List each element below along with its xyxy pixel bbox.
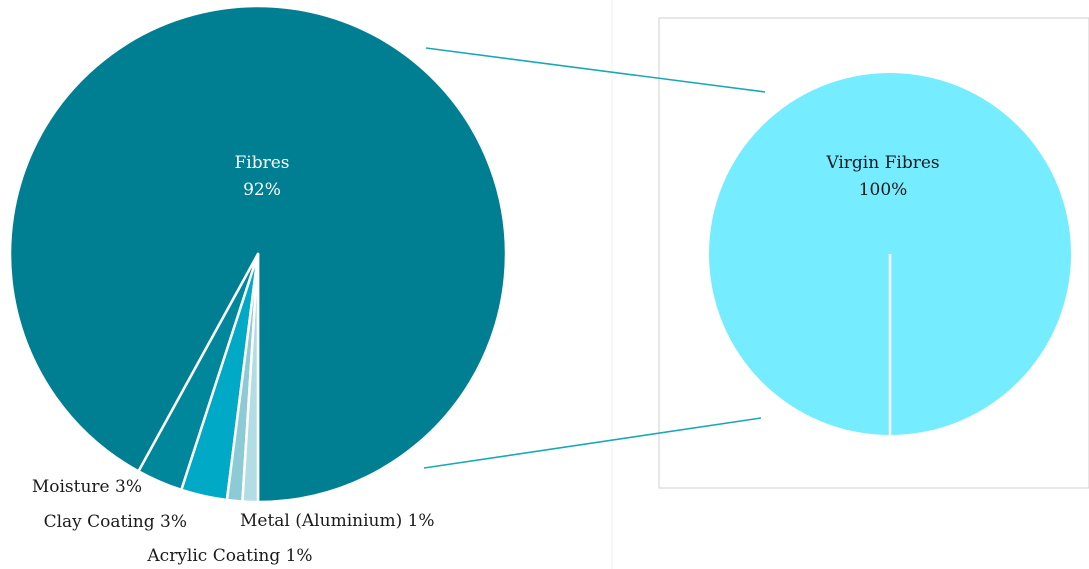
main-pie xyxy=(8,4,508,504)
label-virgin-fibres-name: Virgin Fibres xyxy=(825,153,939,173)
secondary-pie-frame xyxy=(658,17,1089,489)
secondary-pie xyxy=(709,73,1071,435)
connector-line-bottom xyxy=(423,417,762,469)
main-slice-metal-aluminium- xyxy=(241,252,260,504)
label-fibres-percent: 92% xyxy=(243,180,281,200)
label-fibres-name: Fibres xyxy=(234,153,289,173)
label-virgin-fibres-percent: 100% xyxy=(859,180,908,200)
label-metal-aluminium: Metal (Aluminium) 1% xyxy=(240,511,435,531)
label-clay-coating: Clay Coating 3% xyxy=(44,512,187,532)
label-moisture: Moisture 3% xyxy=(32,477,142,497)
connector-line-top xyxy=(425,47,766,93)
label-acrylic-coating: Acrylic Coating 1% xyxy=(146,546,312,566)
